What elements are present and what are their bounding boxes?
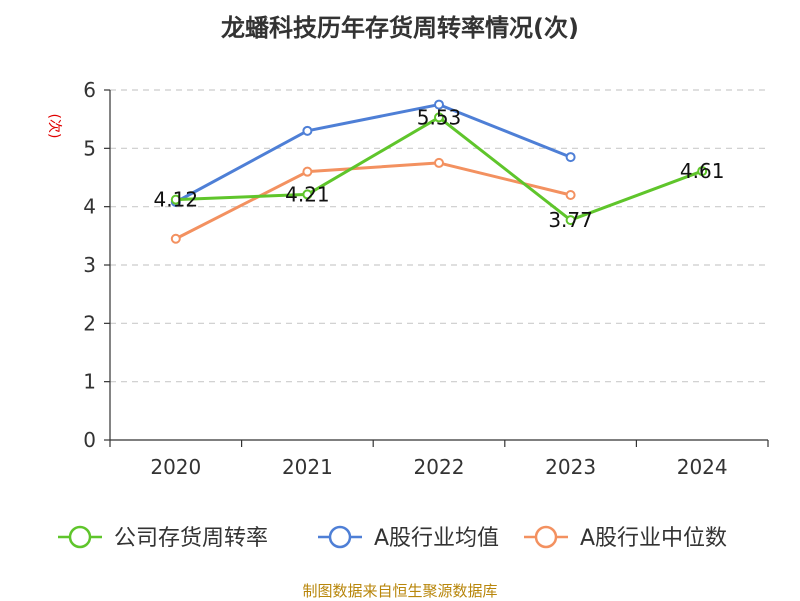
- legend-marker: [68, 525, 92, 549]
- data-label: 4.21: [285, 182, 330, 206]
- legend-marker: [534, 525, 558, 549]
- data-point: [170, 194, 181, 205]
- y-tick-label: 2: [83, 311, 96, 335]
- data-point: [434, 112, 444, 123]
- legend-label: A股行业均值: [374, 526, 499, 551]
- series-line: [175, 103, 572, 204]
- data-label: 4.61: [680, 159, 725, 183]
- legend-label: A股行业中位数: [580, 526, 727, 551]
- legend-label: 公司存货周转率: [114, 526, 268, 551]
- legend-marker: [328, 525, 352, 549]
- data-point: [434, 99, 444, 110]
- series-line: [175, 161, 571, 241]
- data-label: 4.12: [154, 188, 199, 212]
- data-point: [565, 152, 576, 163]
- chart-title: 龙蟠科技历年存货周转率情况(次): [221, 14, 579, 42]
- x-tick-label: 2022: [414, 455, 465, 479]
- data-label: 3.77: [548, 208, 593, 232]
- y-tick-label: 3: [83, 253, 96, 277]
- data-label: 5.53: [417, 105, 462, 129]
- y-tick-label: 4: [83, 195, 96, 219]
- x-tick-label: 2021: [282, 455, 333, 479]
- data-point: [302, 189, 313, 200]
- data-point: [302, 166, 313, 177]
- x-tick-label: 2023: [545, 455, 596, 479]
- data-point: [565, 215, 576, 226]
- y-tick-label: 1: [83, 370, 96, 394]
- y-tick-label: 5: [83, 136, 96, 160]
- y-axis-label: (次): [46, 114, 62, 139]
- x-tick-label: 2024: [677, 455, 728, 479]
- data-point: [302, 125, 313, 136]
- data-point: [697, 166, 708, 177]
- data-point: [170, 233, 181, 244]
- data-point: [565, 190, 576, 200]
- y-tick-label: 6: [83, 78, 96, 102]
- source-note: 制图数据来自恒生聚源数据库: [302, 582, 498, 600]
- series-line: [175, 115, 703, 222]
- data-point: [434, 157, 444, 168]
- y-tick-label: 0: [83, 428, 96, 452]
- x-tick-label: 2020: [150, 455, 201, 479]
